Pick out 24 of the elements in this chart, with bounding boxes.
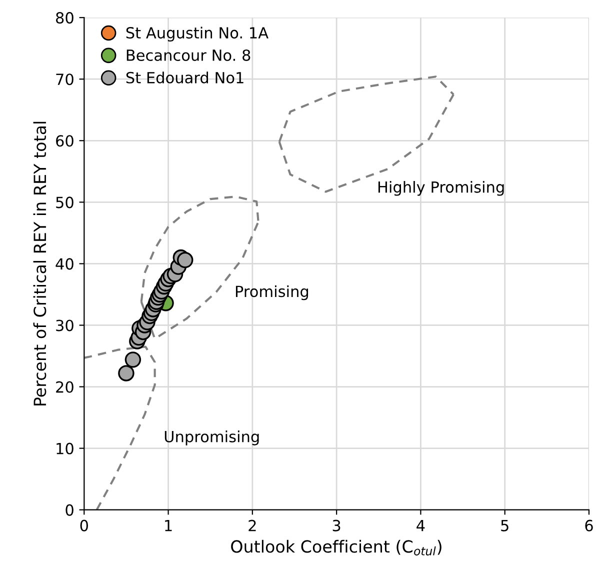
annotation: Promising <box>236 285 308 300</box>
y-tick-label: 50 <box>56 196 74 208</box>
annotation: Unpromising <box>164 430 259 446</box>
y-tick-label: 60 <box>56 135 74 147</box>
annotation: Highly Promising <box>378 180 504 196</box>
x-tick-label: 1 <box>165 520 172 532</box>
y-tick-label: 20 <box>56 381 74 393</box>
x-tick-label: 4 <box>416 520 425 532</box>
y-tick-label: 40 <box>56 258 74 270</box>
x-tick-label: 2 <box>248 520 256 532</box>
y-tick-label: 30 <box>56 320 74 332</box>
y-tick-label: 0 <box>66 504 74 516</box>
y-axis-title: Percent of Critical REY in REY total <box>33 122 46 406</box>
legend-label: Becancour No. 8 <box>126 49 250 61</box>
x-tick-label: 5 <box>501 520 508 532</box>
x-tick-label: 3 <box>332 520 340 532</box>
y-tick-label: 10 <box>56 442 74 454</box>
legend-label: St Augustin No. 1A <box>126 26 268 42</box>
x-tick-label: 6 <box>585 520 593 532</box>
y-tick-label: 80 <box>56 12 74 24</box>
x-axis-title: Outlook Coefficient (C$_{otul}$) <box>231 540 442 556</box>
legend-label: St Edouard No1 <box>126 72 244 84</box>
y-tick-label: 70 <box>56 74 74 86</box>
x-tick-label: 0 <box>80 520 88 532</box>
